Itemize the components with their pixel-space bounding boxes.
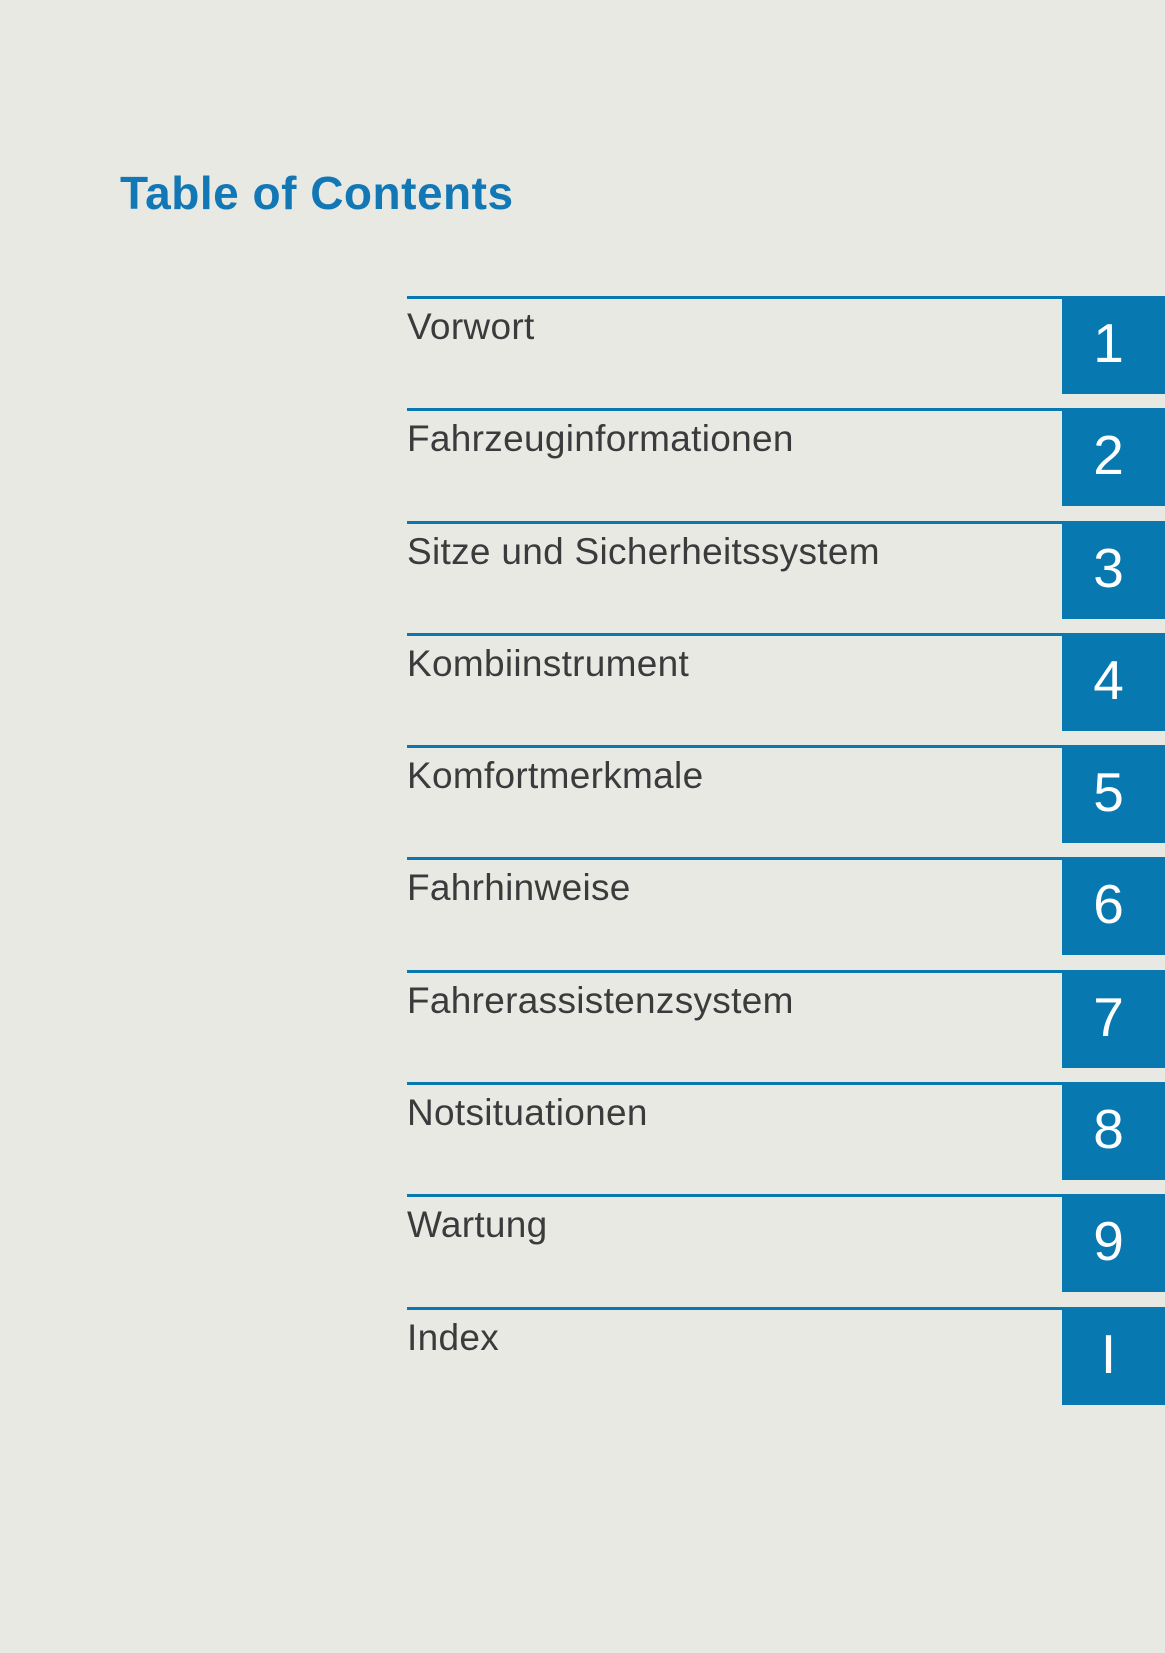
chapter-label: Kombiinstrument [407,642,690,684]
toc-row-wartung[interactable]: Wartung 9 [407,1194,1165,1306]
chapter-number: 2 [1093,424,1124,487]
chapter-label: Fahrhinweise [407,867,631,909]
chapter-number-tab: 4 [1062,635,1165,731]
chapter-number-tab: 9 [1062,1197,1165,1293]
chapter-label: Wartung [407,1204,548,1246]
chapter-number-tab: 8 [1062,1085,1165,1181]
chapter-number-tab: 3 [1062,523,1165,619]
chapter-number: 1 [1093,312,1124,374]
chapter-label: Fahrzeuginformationen [407,418,794,460]
chapter-number-tab: 6 [1062,860,1165,956]
toc-row-fahrzeuginformationen[interactable]: Fahrzeuginformationen 2 [407,408,1165,520]
chapter-number: 9 [1093,1210,1124,1273]
toc-row-fahrhinweise[interactable]: Fahrhinweise 6 [407,857,1165,969]
chapter-label: Komfortmerkmale [407,755,704,797]
chapter-number-tab: 7 [1062,972,1165,1068]
chapter-number-tab: I [1062,1309,1165,1405]
toc-row-notsituationen[interactable]: Notsituationen 8 [407,1082,1165,1194]
toc-list: Vorwort 1 Fahrzeuginformationen 2 Sitze … [407,296,1165,1419]
chapter-label: Notsituationen [407,1092,648,1134]
chapter-number: 6 [1093,873,1124,936]
chapter-label: Index [407,1316,500,1358]
toc-row-sitze-und-sicherheitssystem[interactable]: Sitze und Sicherheitssystem 3 [407,520,1165,633]
toc-row-index[interactable]: Index I [407,1306,1165,1419]
chapter-number-tab: 1 [1062,299,1165,394]
chapter-number: I [1100,1322,1117,1385]
page-title: Table of Contents [120,167,514,219]
chapter-number: 4 [1093,648,1124,711]
chapter-label: Vorwort [407,306,535,347]
chapter-label: Fahrerassistenzsystem [407,979,794,1021]
toc-row-vorwort[interactable]: Vorwort 1 [407,296,1165,408]
chapter-label: Sitze und Sicherheitssystem [407,530,880,572]
toc-row-fahrerassistenzsystem[interactable]: Fahrerassistenzsystem 7 [407,969,1165,1082]
chapter-number-tab: 5 [1062,748,1165,844]
chapter-number: 8 [1093,1098,1124,1161]
chapter-number-tab: 2 [1062,411,1165,507]
chapter-number: 7 [1093,985,1124,1048]
toc-row-kombiinstrument[interactable]: Kombiinstrument 4 [407,632,1165,745]
chapter-number: 3 [1093,536,1124,599]
chapter-number: 5 [1093,761,1124,824]
toc-row-komfortmerkmale[interactable]: Komfortmerkmale 5 [407,745,1165,857]
